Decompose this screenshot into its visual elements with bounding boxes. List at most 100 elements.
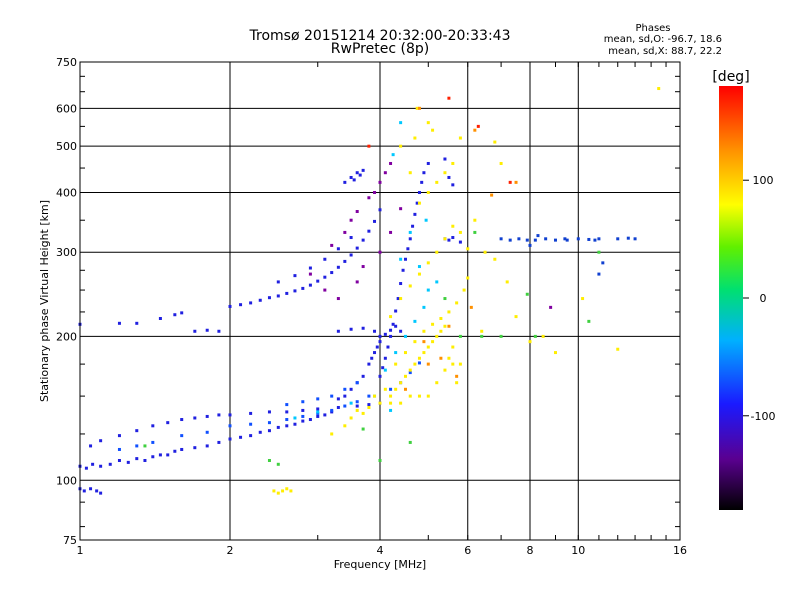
data-point	[349, 401, 353, 405]
data-point	[399, 144, 403, 148]
data-point	[336, 297, 340, 301]
data-point	[424, 218, 428, 222]
x-axis-ticks: 1 2 4 6 8 10 16	[77, 62, 687, 557]
data-point	[373, 190, 377, 194]
data-point	[308, 418, 312, 422]
data-point	[99, 491, 103, 495]
data-point	[426, 288, 430, 292]
data-point	[473, 128, 477, 132]
data-point	[375, 345, 379, 349]
data-point	[383, 332, 387, 336]
data-point	[367, 403, 371, 407]
phase-box-line-o: mean, sd,O: -96.7, 18.6	[604, 34, 722, 45]
data-point	[417, 265, 421, 269]
chart-subtitle: RwPretec (8p)	[331, 41, 429, 57]
data-point	[394, 324, 398, 328]
data-point	[293, 274, 297, 278]
data-point	[249, 411, 253, 415]
data-point	[217, 413, 221, 417]
data-point	[417, 356, 421, 360]
data-point	[528, 340, 532, 344]
grid-lines	[80, 62, 680, 540]
data-point	[383, 356, 387, 360]
data-point	[367, 144, 371, 148]
y-tick-label: 75	[63, 534, 77, 547]
data-point	[180, 311, 184, 315]
data-point	[415, 106, 419, 110]
data-point	[258, 298, 262, 302]
data-point	[435, 334, 439, 338]
data-point	[458, 334, 462, 338]
data-point	[367, 362, 371, 366]
data-point	[389, 230, 393, 234]
y-tick-label: 100	[56, 474, 77, 487]
data-point	[426, 261, 430, 265]
data-point	[373, 351, 377, 355]
data-point	[173, 449, 177, 453]
data-point	[435, 180, 439, 184]
data-point	[431, 340, 435, 344]
data-point	[466, 276, 470, 280]
data-point	[323, 413, 327, 417]
data-point	[316, 397, 320, 401]
data-point	[394, 387, 398, 391]
colorbar-tick-label: -100	[751, 410, 776, 423]
data-point	[308, 283, 312, 287]
data-point	[499, 334, 503, 338]
data-point	[394, 309, 398, 313]
data-point	[544, 237, 548, 241]
data-point	[228, 413, 232, 417]
data-point	[399, 207, 403, 211]
data-point	[657, 87, 661, 91]
data-point	[355, 408, 359, 412]
data-point	[389, 387, 393, 391]
data-point	[143, 458, 147, 462]
data-point	[82, 489, 86, 493]
data-point	[126, 460, 130, 464]
data-point	[330, 408, 334, 412]
data-point	[616, 347, 620, 351]
data-point	[563, 237, 567, 241]
data-point	[466, 247, 470, 251]
data-point	[117, 458, 121, 462]
data-point	[443, 237, 447, 241]
data-point	[349, 327, 353, 331]
data-point	[399, 329, 403, 333]
y-tick-label: 500	[56, 140, 77, 153]
data-point	[367, 405, 371, 409]
data-point	[626, 236, 630, 240]
data-point	[143, 444, 147, 448]
data-point	[336, 329, 340, 333]
data-point	[276, 425, 280, 429]
data-point	[361, 238, 365, 242]
data-point	[565, 238, 569, 242]
data-point	[117, 321, 121, 325]
data-point	[355, 246, 359, 250]
data-point	[389, 408, 393, 412]
x-tick-label: 4	[377, 544, 384, 557]
data-point	[361, 374, 365, 378]
data-point	[108, 462, 112, 466]
data-point	[381, 366, 385, 370]
data-point	[343, 180, 347, 184]
data-point	[581, 297, 585, 301]
data-point	[352, 178, 356, 182]
data-point	[267, 410, 271, 414]
data-point	[408, 230, 412, 234]
data-point	[413, 319, 417, 323]
data-point	[451, 183, 455, 187]
data-point	[443, 368, 447, 372]
data-point	[301, 408, 305, 412]
data-point	[426, 121, 430, 125]
data-point	[358, 173, 362, 177]
data-point	[401, 268, 405, 272]
data-point	[422, 305, 426, 309]
data-point	[483, 250, 487, 254]
data-point	[417, 361, 421, 365]
x-tick-label: 10	[571, 544, 585, 557]
data-point	[536, 234, 540, 238]
data-point	[276, 280, 280, 284]
data-point	[316, 279, 320, 283]
data-point	[316, 414, 320, 418]
data-point	[399, 121, 403, 125]
